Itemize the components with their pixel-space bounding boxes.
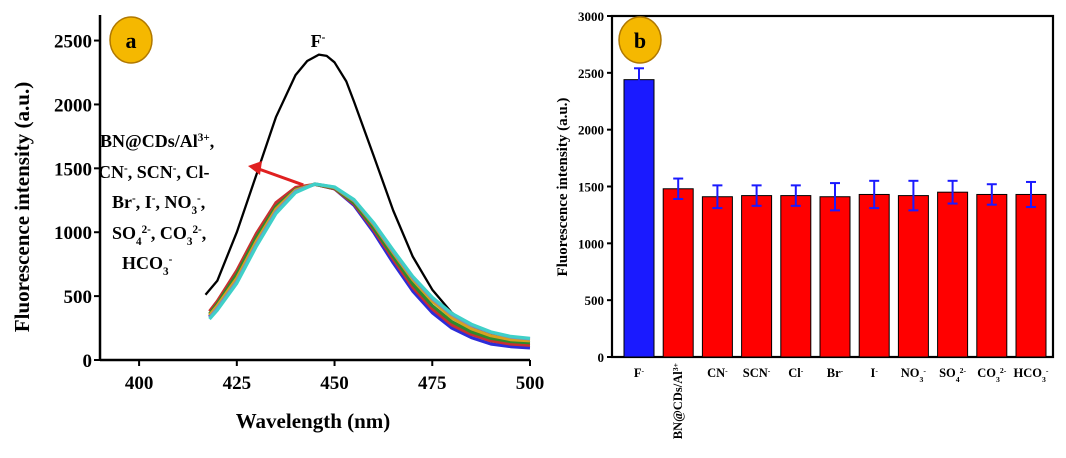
bar-6: [819, 196, 851, 358]
panel-a-x-tick-label: 450: [320, 373, 349, 394]
category-label-1: F-: [634, 366, 645, 381]
panel-a-y-tick-label: 1000: [54, 223, 92, 244]
panel-b-y-tick-label: 2000: [578, 123, 604, 138]
panel-a-x-axis-title: Wavelength (nm): [236, 409, 391, 433]
annotation-arrow: [255, 166, 304, 187]
bar-7: [858, 193, 890, 358]
category-label-7: I-: [870, 366, 878, 381]
category-label-11: HCO3-: [1014, 366, 1049, 384]
panel-a-badge: [109, 16, 153, 64]
category-label-5: Cl-: [788, 366, 804, 381]
bar-1: [623, 79, 655, 358]
series-ion-line-1: [208, 182, 531, 350]
bar-10: [976, 193, 1008, 358]
annotation-line-1: BN@CDs/Al3+,: [100, 131, 214, 151]
series-ion-line-4: [208, 182, 531, 343]
category-label-9: SO42-: [939, 366, 966, 384]
panel-b-y-tick-label: 500: [585, 293, 605, 308]
panel-a-y-tick-label: 2000: [54, 95, 92, 116]
annotation-line-3: Br-, I-, NO3-,: [112, 192, 205, 217]
category-label-2: BN@CDs/Al3+: [671, 362, 686, 439]
panel-b-y-tick-label: 3000: [578, 9, 604, 24]
series-ion-line-5: [208, 182, 531, 341]
panel-a-x-tick-label: 475: [418, 373, 447, 394]
annotation-line-4: SO42-, CO32-,: [112, 223, 206, 248]
panel-b-y-tick-label: 2500: [578, 66, 604, 81]
panel-a-y-axis-title: Fluorescence intensity (a.u.): [10, 82, 34, 332]
bar-5: [780, 195, 812, 358]
panel-b-y-tick-label: 0: [598, 350, 605, 365]
panel-a-x-tick-label: 425: [223, 373, 252, 394]
panel-a-x-tick-label: 400: [125, 373, 154, 394]
category-label-8: NO3-: [901, 366, 927, 384]
panel-b-y-axis-title: Fluorescence intensity (a.u.): [555, 98, 571, 277]
annotation-line-2: CN-, SCN-, Cl-: [98, 162, 209, 182]
bar-11: [1015, 193, 1047, 358]
panel-b-y-tick-label: 1000: [578, 236, 604, 251]
bar-4: [741, 195, 773, 358]
bar-2: [662, 188, 694, 358]
panel-b-badge-label: b: [634, 28, 646, 53]
panel-a-y-tick-label: 0: [83, 351, 93, 372]
category-label-10: CO32-: [977, 366, 1007, 384]
series-f-line: [204, 53, 531, 341]
annotation-arrowhead: [248, 161, 262, 175]
series-ion-line-6: [208, 182, 531, 340]
panel-a: Fluorescence intensity (a.u.) Wavelength…: [10, 15, 544, 433]
bar-8: [897, 195, 929, 358]
series-ion-line-2: [208, 182, 531, 347]
panel-a-y-tick-label: 500: [64, 287, 93, 308]
category-label-6: Br-: [827, 366, 844, 381]
panel-b: Fluorescence intensity (a.u.) 0 500 1000 15…: [555, 9, 1055, 439]
annotation-line-5: HCO3-: [122, 253, 173, 278]
category-label-3: CN-: [707, 366, 728, 381]
category-label-4: SCN-: [743, 366, 771, 381]
panel-b-badge: [618, 16, 662, 64]
panel-a-plot-area: 0 500 1000 1500 2000 2500 400 425 450 475 500 F- BN@…: [54, 15, 544, 394]
panel-b-plot-area: 0 500 1000 1500 2000 2500 3000 F- BN@CDs/Al3+ CN-…: [578, 9, 1055, 439]
panel-b-y-tick-label: 1500: [578, 180, 604, 195]
bar-9: [937, 191, 969, 358]
peak-label-f: F-: [311, 31, 326, 51]
panel-a-y-tick-label: 1500: [54, 159, 92, 180]
bar-3: [701, 196, 733, 358]
panel-a-badge-label: a: [126, 28, 137, 53]
panel-a-y-tick-label: 2500: [54, 32, 92, 53]
series-ion-line-3: [208, 182, 531, 345]
panel-a-x-tick-label: 500: [516, 373, 545, 394]
